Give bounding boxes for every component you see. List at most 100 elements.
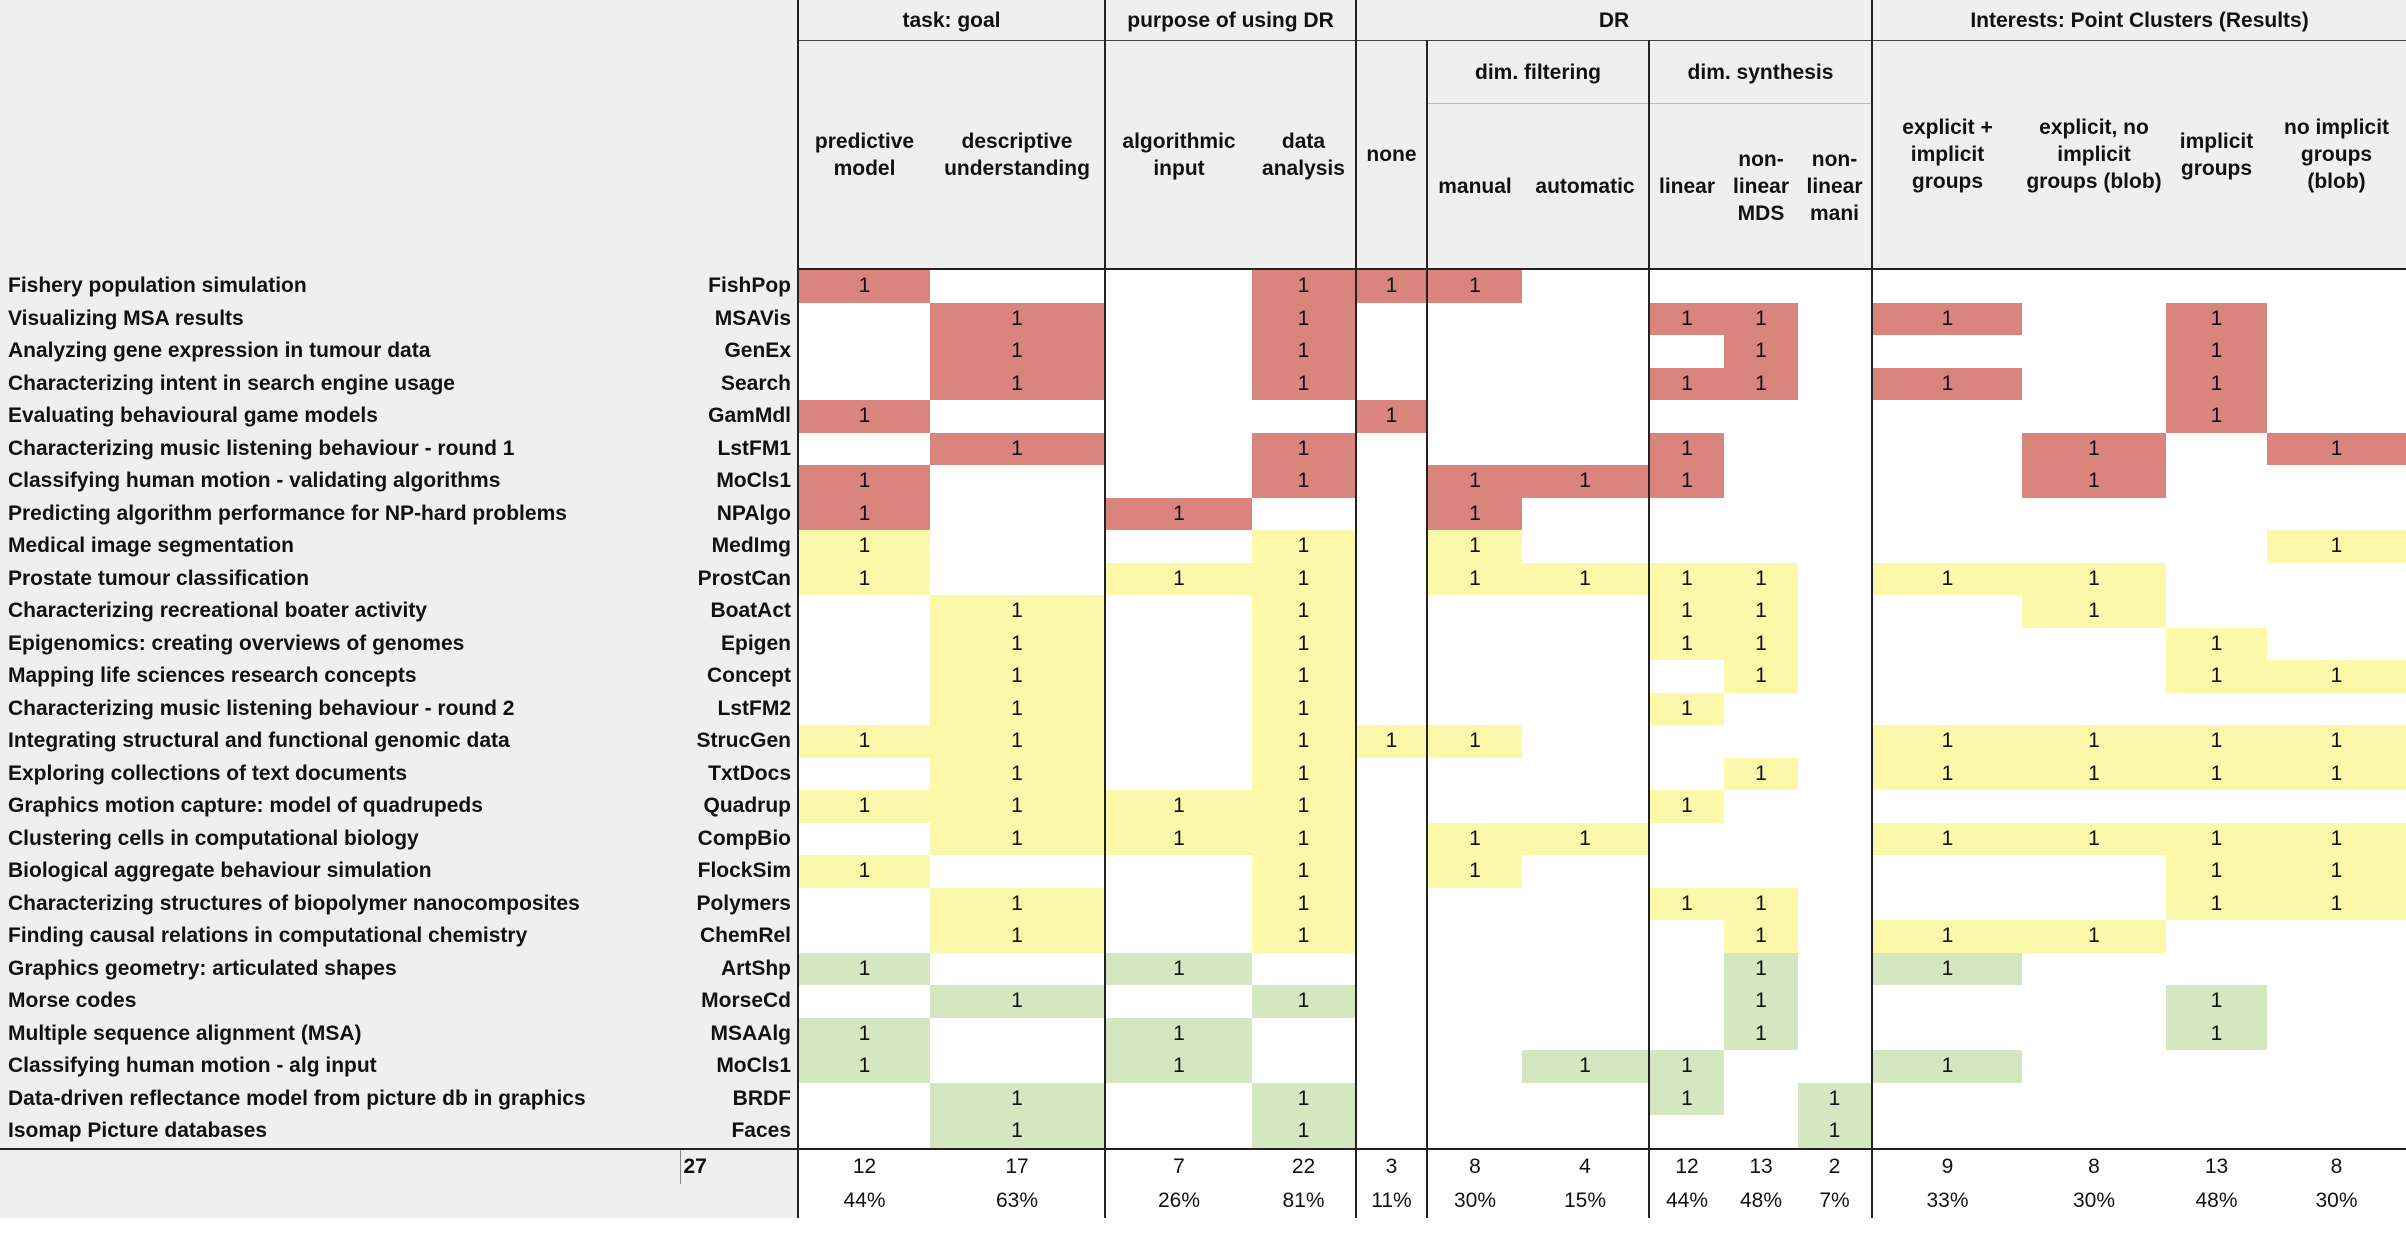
cell bbox=[1798, 465, 1872, 498]
percent: 44% bbox=[797, 1183, 930, 1218]
count: 8 bbox=[1426, 1148, 1522, 1184]
percent: 15% bbox=[1522, 1183, 1649, 1218]
column-header: algorithmic input bbox=[1104, 40, 1252, 270]
cell bbox=[1522, 660, 1649, 693]
cell: 1 bbox=[1648, 692, 1724, 725]
cell bbox=[2022, 953, 2166, 986]
cell bbox=[1426, 952, 1522, 985]
cell bbox=[1871, 465, 2022, 498]
cell bbox=[1522, 888, 1649, 921]
cell bbox=[1426, 432, 1522, 465]
cell bbox=[1798, 888, 1872, 921]
cell: 1 bbox=[1426, 465, 1522, 498]
cell bbox=[1355, 920, 1427, 953]
count: 22 bbox=[1252, 1148, 1356, 1184]
table-row: Clustering cells in computational biolog… bbox=[0, 822, 2406, 856]
cell bbox=[2267, 498, 2406, 531]
cell bbox=[1355, 692, 1427, 725]
cell bbox=[1252, 1018, 1356, 1051]
cell bbox=[1522, 1083, 1649, 1116]
cell bbox=[2166, 790, 2267, 823]
cell: 1 bbox=[1871, 562, 2022, 595]
cell: 1 bbox=[1724, 887, 1798, 920]
cell: 1 bbox=[1522, 562, 1649, 595]
cell bbox=[1648, 497, 1724, 530]
cell bbox=[1871, 400, 2022, 433]
cell bbox=[1426, 400, 1522, 433]
cell: 1 bbox=[2166, 367, 2267, 400]
survey-table: task: goal purpose of using DR DR Interests… bbox=[0, 0, 2406, 1218]
row-code: MedImg bbox=[680, 530, 798, 563]
cell: 1 bbox=[930, 887, 1105, 920]
cell: 1 bbox=[1252, 627, 1356, 660]
cell: 1 bbox=[1724, 920, 1798, 953]
cell bbox=[1522, 758, 1649, 791]
subgroup-header: dim. synthesis bbox=[1648, 40, 1872, 104]
row-label: Epigenomics: creating overviews of genom… bbox=[0, 627, 680, 660]
cell bbox=[930, 1050, 1105, 1083]
cell bbox=[1426, 367, 1522, 400]
cell bbox=[2022, 1083, 2166, 1116]
cell bbox=[1798, 823, 1872, 856]
cell: 1 bbox=[797, 269, 930, 303]
cell: 1 bbox=[930, 302, 1105, 335]
cell bbox=[930, 953, 1105, 986]
cell bbox=[1871, 790, 2022, 823]
column-header: explicit, no implicit groups (blob) bbox=[2022, 40, 2166, 270]
cell: 1 bbox=[1724, 757, 1798, 790]
cell: 1 bbox=[1252, 530, 1356, 563]
row-label: Evaluating behavioural game models bbox=[0, 400, 680, 433]
cell bbox=[1104, 1082, 1252, 1115]
cell bbox=[2166, 1115, 2267, 1150]
cell: 1 bbox=[2166, 400, 2267, 433]
cell bbox=[797, 367, 930, 400]
cell: 1 bbox=[1104, 790, 1252, 823]
cell bbox=[1252, 400, 1356, 433]
cell: 1 bbox=[1724, 660, 1798, 693]
column-header: non-linear MDS bbox=[1724, 103, 1798, 270]
row-label: Biological aggregate behaviour simulatio… bbox=[0, 855, 680, 888]
cell: 1 bbox=[1252, 302, 1356, 335]
row-code: GenEx bbox=[680, 335, 798, 368]
cell bbox=[2166, 693, 2267, 726]
table-body: Fishery population simulation FishPop 1 1 1 1… bbox=[0, 269, 2406, 1150]
cell bbox=[2166, 1050, 2267, 1083]
cell bbox=[1724, 1115, 1798, 1150]
cell: 1 bbox=[930, 985, 1105, 1018]
blank bbox=[0, 1148, 680, 1184]
cell: 1 bbox=[2267, 887, 2406, 920]
cell: 1 bbox=[1522, 465, 1649, 498]
row-code: StrucGen bbox=[680, 725, 798, 758]
count: 4 bbox=[1522, 1148, 1649, 1184]
cell: 1 bbox=[1252, 1115, 1356, 1150]
cell bbox=[1798, 693, 1872, 726]
cell bbox=[1522, 985, 1649, 1018]
table-row: Exploring collections of text documents T… bbox=[0, 757, 2406, 791]
cell: 1 bbox=[1871, 367, 2022, 400]
column-header: linear bbox=[1648, 103, 1724, 270]
cell bbox=[1871, 497, 2022, 530]
cell: 1 bbox=[2166, 985, 2267, 1018]
cell bbox=[1426, 887, 1522, 920]
cell bbox=[1724, 498, 1798, 531]
cell: 1 bbox=[797, 465, 930, 498]
cell: 1 bbox=[1798, 1115, 1872, 1150]
cell bbox=[1798, 790, 1872, 823]
cell bbox=[1871, 269, 2022, 303]
cell bbox=[1798, 953, 1872, 986]
cell bbox=[1724, 823, 1798, 856]
column-header: non-linear mani bbox=[1798, 103, 1872, 270]
cell: 1 bbox=[930, 367, 1105, 400]
cell bbox=[1522, 1115, 1649, 1150]
cell: 1 bbox=[1252, 595, 1356, 628]
count: 13 bbox=[1724, 1148, 1798, 1184]
cell: 1 bbox=[1724, 952, 1798, 985]
cell: 1 bbox=[1724, 562, 1798, 595]
cell bbox=[1724, 465, 1798, 498]
table-row: Characterizing music listening behaviour… bbox=[0, 692, 2406, 726]
cell bbox=[2166, 563, 2267, 596]
column-header: implicit groups bbox=[2166, 40, 2267, 270]
cell bbox=[797, 627, 930, 660]
cell: 1 bbox=[2166, 335, 2267, 368]
